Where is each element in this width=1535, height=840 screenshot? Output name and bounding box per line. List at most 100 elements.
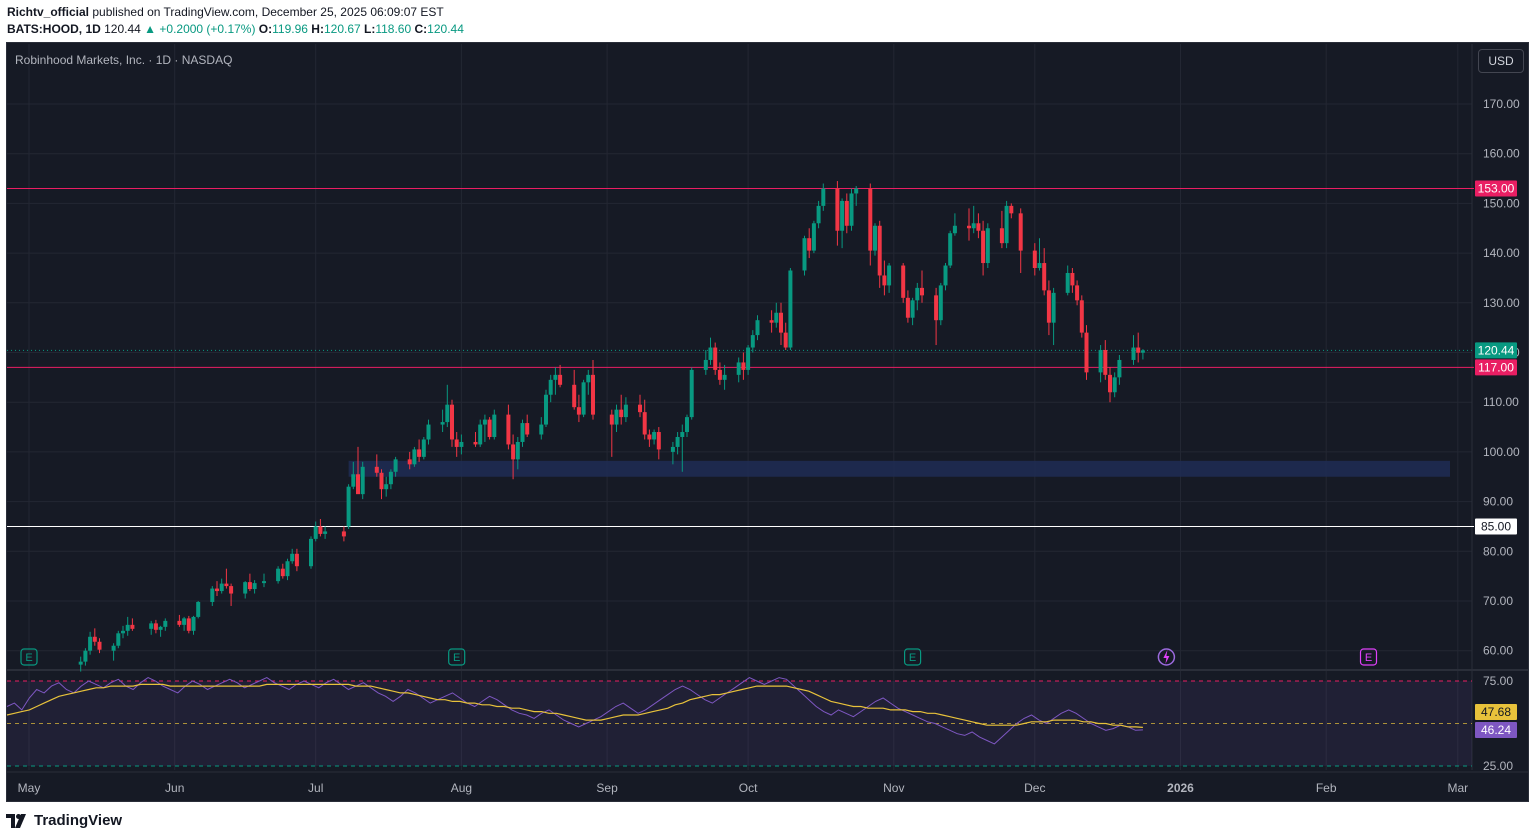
candle [252, 580, 257, 594]
candle-body [417, 449, 422, 457]
candle [482, 414, 487, 442]
candle-body [779, 312, 783, 333]
candle [360, 461, 365, 500]
level-price-tag [1475, 180, 1517, 197]
candle [323, 526, 328, 539]
candle [849, 188, 854, 231]
candle-body [581, 382, 586, 415]
candle-body [553, 374, 558, 380]
candle-body [755, 320, 760, 336]
candle [736, 357, 741, 383]
candle-body [849, 193, 854, 226]
candle-body [901, 265, 906, 298]
candle [440, 409, 445, 433]
candle [450, 399, 454, 447]
tradingview-logo-icon [6, 813, 26, 828]
candle-body [910, 300, 915, 318]
candle-body [670, 446, 675, 452]
candle [1070, 268, 1075, 293]
candle [384, 476, 389, 497]
author-name[interactable]: Richtv_official [7, 5, 90, 19]
candle-body [943, 265, 948, 286]
candle [638, 394, 642, 418]
time-tick-label: Aug [451, 781, 472, 795]
candle-body [680, 432, 685, 437]
candle-body [811, 223, 816, 251]
candle [97, 638, 102, 654]
candle [788, 268, 793, 351]
candle [149, 620, 154, 635]
candle [614, 404, 619, 433]
symbol-label: BATS:HOOD, 1D [7, 22, 101, 36]
candle [285, 558, 290, 581]
candle-body [915, 287, 920, 301]
candle [807, 228, 812, 259]
candle-body [459, 441, 464, 447]
published-text: published on TradingView.com, December 2… [92, 5, 444, 19]
candle-body [1004, 205, 1009, 244]
last-price-label: 120.44 [1478, 343, 1515, 357]
candle-body [515, 441, 520, 460]
candle-body [736, 362, 741, 375]
candle-body [445, 404, 450, 423]
candle [910, 297, 915, 326]
candle [1018, 208, 1023, 273]
candle [356, 446, 360, 495]
candle-body [318, 526, 323, 534]
candle [619, 394, 624, 425]
candle [844, 193, 849, 234]
candle [309, 536, 313, 569]
candle-body [769, 320, 774, 323]
currency-button[interactable]: USD [1478, 49, 1524, 73]
candle-body [379, 472, 384, 490]
candle-body [572, 384, 577, 408]
candle [341, 526, 346, 542]
candle-body [713, 347, 718, 370]
candle-body [482, 419, 487, 425]
candle [525, 414, 530, 437]
candle [276, 566, 281, 584]
candle-body [215, 588, 219, 592]
candle-body [1009, 205, 1014, 214]
earnings-marker-icon [903, 648, 922, 666]
candle [873, 223, 877, 256]
rsi-tick-label: 75.00 [1483, 674, 1513, 688]
low-label: L: [364, 22, 376, 36]
candle [88, 631, 93, 655]
candle [558, 364, 563, 388]
candle [591, 359, 595, 420]
time-tick-label: Nov [883, 781, 904, 795]
candle-body [511, 444, 516, 460]
candle-body [191, 616, 196, 631]
candle [948, 230, 953, 269]
candle-body [285, 561, 290, 577]
candle-body [341, 531, 346, 537]
candle-body [934, 295, 939, 321]
candle-body [558, 374, 563, 385]
candle [186, 615, 191, 634]
candle [262, 573, 266, 588]
candle-body [576, 407, 581, 415]
candle-body [1112, 377, 1117, 393]
candle [454, 432, 459, 457]
candle [938, 282, 943, 326]
time-tick-label: Mar [1447, 781, 1468, 795]
candle [346, 484, 351, 529]
candle-body [1037, 263, 1042, 269]
candle [1136, 332, 1141, 363]
candle-body [1042, 263, 1047, 291]
candle-body [807, 238, 812, 251]
candle [769, 310, 774, 333]
rsi-value-label: 47.68 [1481, 705, 1511, 719]
candle-body [722, 374, 727, 380]
candle-body [97, 641, 102, 650]
candle-body [210, 588, 215, 602]
future-earnings-icon [1359, 648, 1378, 666]
candle-body [412, 449, 417, 465]
chart-panel[interactable] [6, 42, 1529, 802]
candle-body [685, 417, 689, 433]
tradingview-logo[interactable]: TradingView [6, 812, 122, 829]
candle [586, 369, 591, 395]
candle [243, 581, 248, 599]
